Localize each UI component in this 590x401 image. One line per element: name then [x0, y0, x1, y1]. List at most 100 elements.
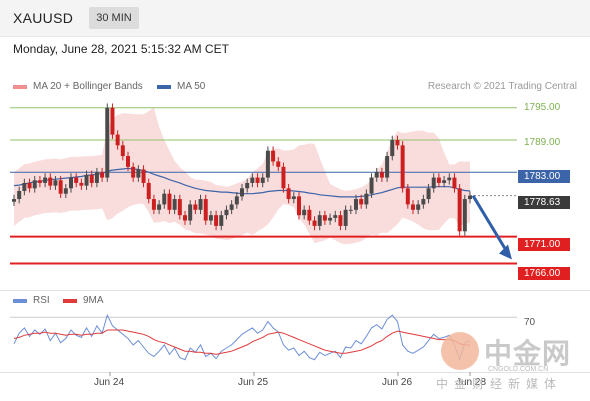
- candle-body: [94, 172, 99, 183]
- price-label-pivot: 1783.00: [518, 170, 570, 183]
- candle-body: [411, 204, 415, 210]
- timestamp: Monday, June 28, 2021 5:15:32 AM CET: [13, 42, 229, 56]
- candle-body: [416, 204, 421, 210]
- candle-body: [151, 199, 156, 210]
- candle-body: [250, 177, 255, 183]
- symbol-label: XAUUSD: [13, 10, 74, 26]
- candle-body: [22, 182, 27, 191]
- rsi-line: [13, 313, 471, 362]
- candle-body: [328, 217, 333, 221]
- candle-body: [214, 215, 219, 226]
- candle-body: [136, 169, 141, 178]
- x-tick-jun28: Jun 28: [456, 377, 487, 388]
- candle-body: [37, 180, 42, 183]
- candle-body: [89, 174, 94, 183]
- candle-body: [400, 145, 405, 189]
- candle-body: [312, 220, 317, 226]
- candle-body: [219, 215, 224, 226]
- legend-rsi: RSI: [13, 295, 50, 306]
- price-label-support-1: 1771.00: [518, 238, 570, 251]
- candle-body: [224, 209, 229, 216]
- timeframe-button[interactable]: 30 MIN: [89, 7, 139, 29]
- candle-body: [162, 193, 167, 205]
- candle-body: [431, 177, 436, 189]
- x-tick-jun26: Jun 26: [382, 377, 413, 388]
- price-label-last: 1778.63: [518, 196, 570, 209]
- candle-body: [240, 188, 244, 197]
- candle-body: [421, 199, 426, 205]
- candle-body: [110, 107, 115, 135]
- candle-body: [276, 161, 281, 167]
- legend-label: MA 20 + Bollinger Bands: [33, 81, 143, 92]
- candle-body: [167, 193, 172, 210]
- candle-body: [63, 188, 68, 194]
- x-tick-jun24: Jun 24: [94, 377, 125, 388]
- legend-ma50: MA 50: [157, 81, 205, 92]
- candle-body: [229, 204, 234, 210]
- candle-body: [157, 204, 162, 210]
- candle-body: [32, 180, 37, 189]
- candle-body: [203, 199, 208, 221]
- candle-body: [74, 177, 79, 183]
- candle-body: [12, 199, 16, 202]
- legend-ma20-bollinger: MA 20 + Bollinger Bands: [13, 81, 143, 92]
- candle-body: [48, 177, 53, 186]
- candle-body: [234, 196, 239, 205]
- candle-body: [177, 199, 182, 216]
- candle-body: [17, 191, 22, 200]
- legend-label: 9MA: [83, 295, 104, 306]
- candle-body: [457, 188, 462, 232]
- candle-body: [322, 215, 327, 221]
- candle-body: [260, 177, 265, 183]
- candle-body: [468, 195, 472, 200]
- candle-body: [141, 169, 146, 183]
- candle-body: [172, 199, 177, 210]
- legend-label: MA 50: [177, 81, 206, 92]
- candle-body: [100, 172, 105, 178]
- candle-body: [105, 107, 110, 178]
- candle-body: [53, 180, 58, 186]
- watermark-title: 中金网: [484, 337, 572, 370]
- candle-body: [131, 166, 136, 178]
- candle-body: [354, 199, 358, 210]
- legend-swatch: [13, 84, 27, 89]
- legend-swatch: [13, 298, 27, 303]
- legend-label: RSI: [33, 295, 50, 306]
- candle-body: [245, 182, 250, 189]
- candle-body: [84, 174, 89, 186]
- candle-body: [452, 177, 457, 189]
- candle-body: [385, 156, 390, 178]
- candle-body: [291, 196, 296, 200]
- candle-body: [379, 172, 384, 178]
- candle-body: [364, 193, 369, 205]
- candle-body: [198, 199, 203, 210]
- candle-body: [359, 199, 364, 205]
- candle-body: [426, 188, 431, 200]
- rsi-level-label: 70: [524, 317, 536, 328]
- forecast-arrow-head: [499, 244, 512, 260]
- candle-body: [348, 209, 353, 211]
- candle-body: [115, 134, 120, 146]
- candle-body: [208, 215, 213, 221]
- x-tick-jun25: Jun 25: [238, 377, 269, 388]
- candle-body: [317, 215, 322, 226]
- candle-body: [27, 182, 32, 189]
- candle-body: [286, 188, 291, 200]
- candle-body: [436, 177, 441, 183]
- candle-body: [302, 209, 307, 216]
- candle-body: [271, 150, 276, 162]
- rsi-9ma-line: [13, 329, 470, 355]
- price-label-resistance-1: 1789.00: [524, 137, 561, 148]
- forecast-arrow-shaft: [471, 194, 510, 255]
- legend-9ma: 9MA: [63, 295, 104, 306]
- candle-body: [297, 196, 301, 216]
- xaxis-divider: [0, 372, 590, 373]
- candle-body: [193, 204, 198, 210]
- candle-body: [374, 172, 379, 178]
- candle-body: [462, 199, 467, 232]
- candle-body: [79, 182, 84, 186]
- credit-text: Research © 2021 Trading Central: [427, 81, 577, 92]
- candle-body: [120, 145, 125, 157]
- price-label-support-2: 1766.00: [518, 267, 570, 280]
